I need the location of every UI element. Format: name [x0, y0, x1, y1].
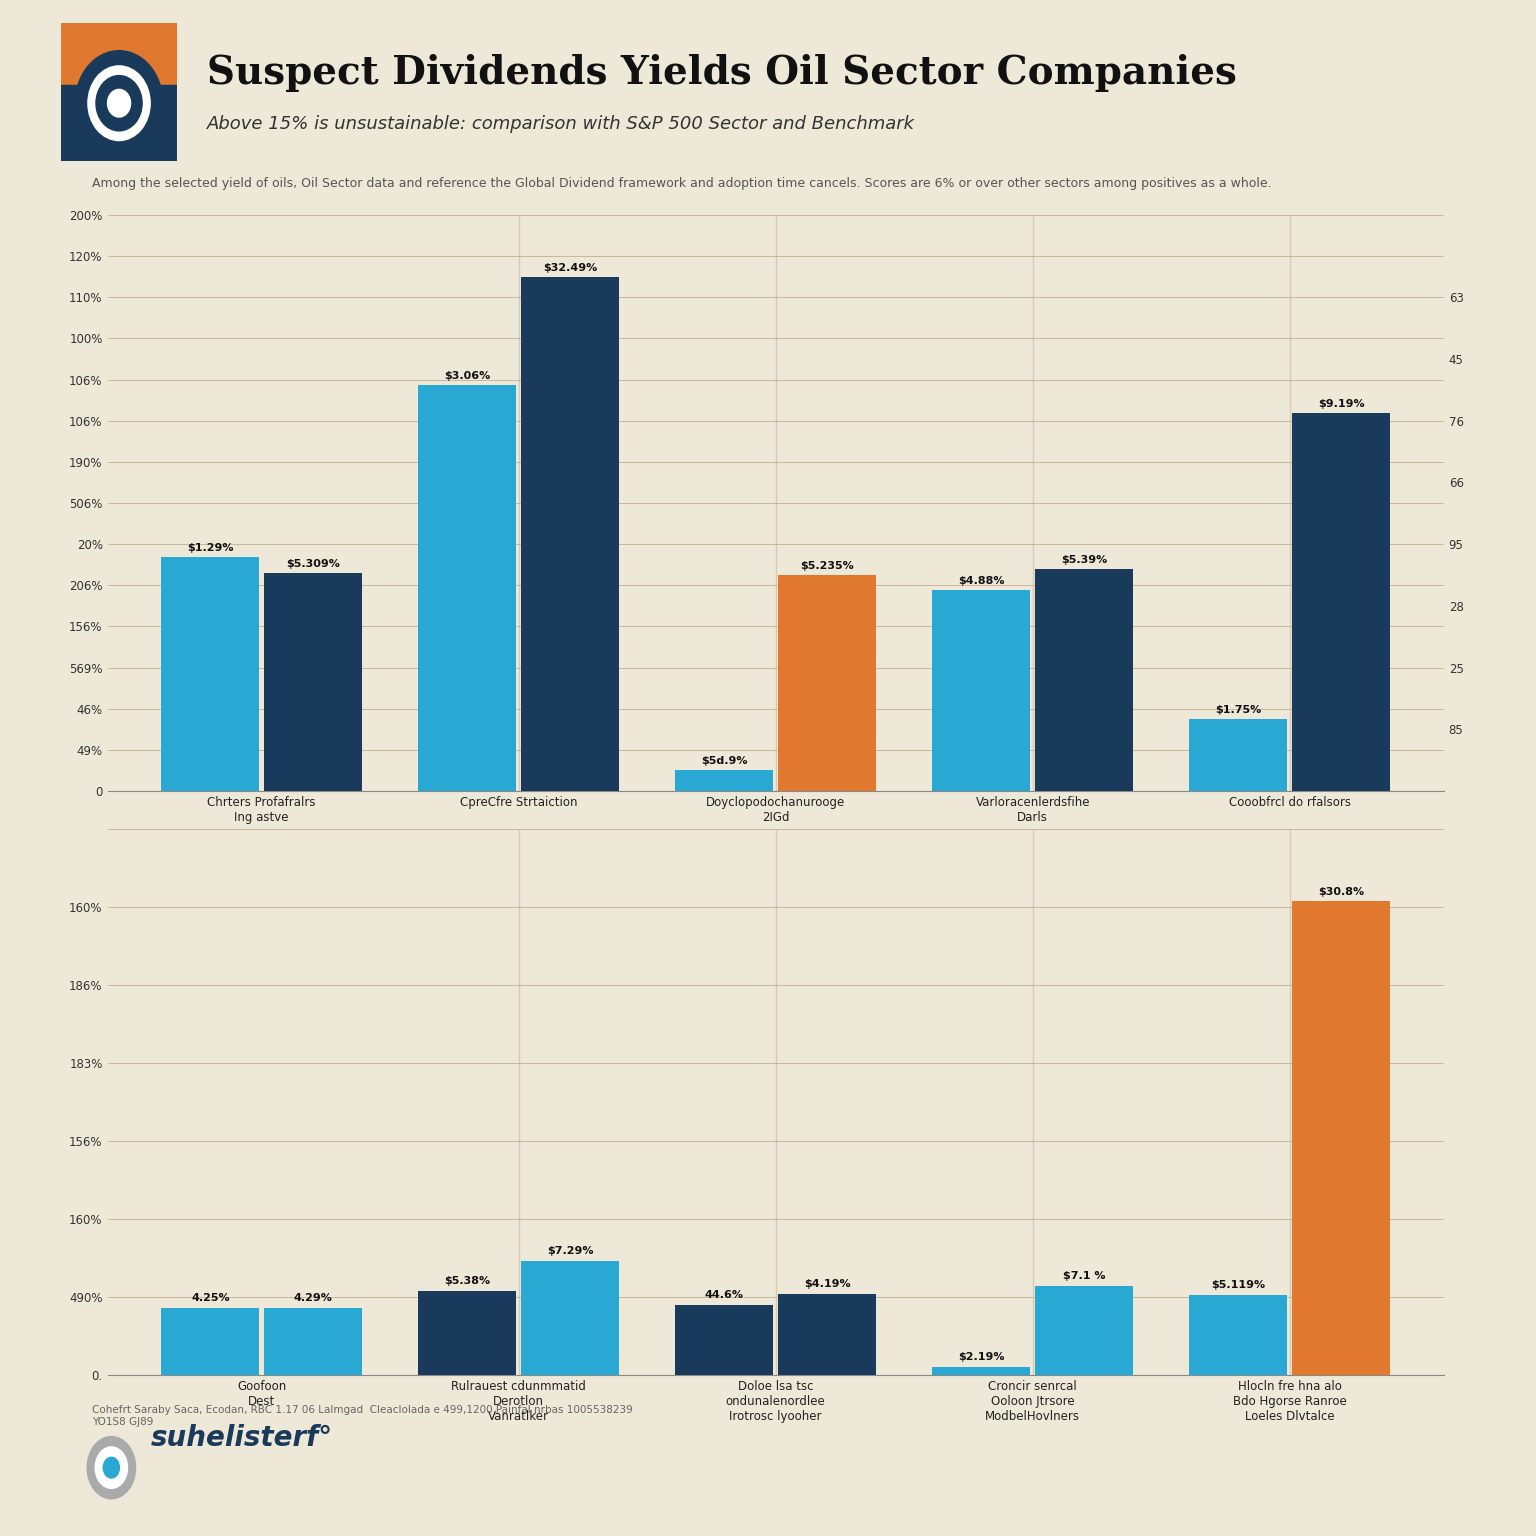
Bar [676, 770, 773, 791]
Text: suhelisterf°: suhelisterf° [151, 1424, 333, 1452]
Bar [779, 1293, 876, 1375]
Bar [779, 576, 876, 791]
Text: $5.38%: $5.38% [444, 1276, 490, 1286]
Text: $7.29%: $7.29% [547, 1247, 593, 1256]
Bar [1035, 570, 1134, 791]
Bar [676, 1306, 773, 1375]
Text: $1.75%: $1.75% [1215, 705, 1261, 714]
Circle shape [95, 1447, 127, 1488]
Text: $4.88%: $4.88% [958, 576, 1005, 587]
Text: $9.19%: $9.19% [1318, 399, 1364, 409]
Bar [932, 1367, 1031, 1375]
Circle shape [108, 89, 131, 117]
Text: $5.39%: $5.39% [1061, 554, 1107, 565]
Bar [1189, 1295, 1287, 1375]
Circle shape [103, 1458, 120, 1478]
Text: $7.1 %: $7.1 % [1063, 1270, 1106, 1281]
Bar [1189, 719, 1287, 791]
Bar [521, 1261, 619, 1375]
Text: Cohefrt Saraby Saca, Ecodan, RBC 1.17 06 Lalmgad  Cleaclolada e 499,1200 Painfal: Cohefrt Saraby Saca, Ecodan, RBC 1.17 06… [92, 1405, 633, 1427]
Bar [521, 276, 619, 791]
Bar [161, 1307, 260, 1375]
Circle shape [95, 75, 141, 131]
Text: $32.49%: $32.49% [542, 263, 598, 273]
Bar [418, 1290, 516, 1375]
Text: $5.235%: $5.235% [800, 561, 854, 571]
Text: $1.29%: $1.29% [187, 542, 233, 553]
Bar [264, 1307, 362, 1375]
Bar [61, 23, 177, 98]
Circle shape [75, 51, 163, 155]
Text: 44.6%: 44.6% [705, 1290, 743, 1301]
Bar [1292, 413, 1390, 791]
Bar [1035, 1286, 1134, 1375]
Text: Among the selected yield of oils, Oil Sector data and reference the Global Divid: Among the selected yield of oils, Oil Se… [92, 177, 1272, 189]
Text: Suspect Dividends Yields Oil Sector Companies: Suspect Dividends Yields Oil Sector Comp… [207, 54, 1236, 92]
Bar [161, 558, 260, 791]
Bar [61, 86, 177, 161]
Text: $5.309%: $5.309% [286, 559, 339, 570]
Text: $4.19%: $4.19% [803, 1279, 851, 1289]
Text: $3.06%: $3.06% [444, 372, 490, 381]
Text: 4.25%: 4.25% [190, 1293, 229, 1303]
Bar [1292, 902, 1390, 1375]
Text: $5d.9%: $5d.9% [700, 756, 748, 766]
Text: 4.29%: 4.29% [293, 1293, 333, 1303]
Text: Above 15% is unsustainable: comparison with S&P 500 Sector and Benchmark: Above 15% is unsustainable: comparison w… [207, 115, 915, 134]
Bar [264, 573, 362, 791]
Circle shape [88, 1436, 135, 1499]
Circle shape [88, 66, 151, 141]
Text: $5.119%: $5.119% [1212, 1281, 1266, 1290]
Bar [418, 386, 516, 791]
Text: $2.19%: $2.19% [958, 1352, 1005, 1362]
Text: $30.8%: $30.8% [1318, 886, 1364, 897]
Bar [932, 590, 1031, 791]
